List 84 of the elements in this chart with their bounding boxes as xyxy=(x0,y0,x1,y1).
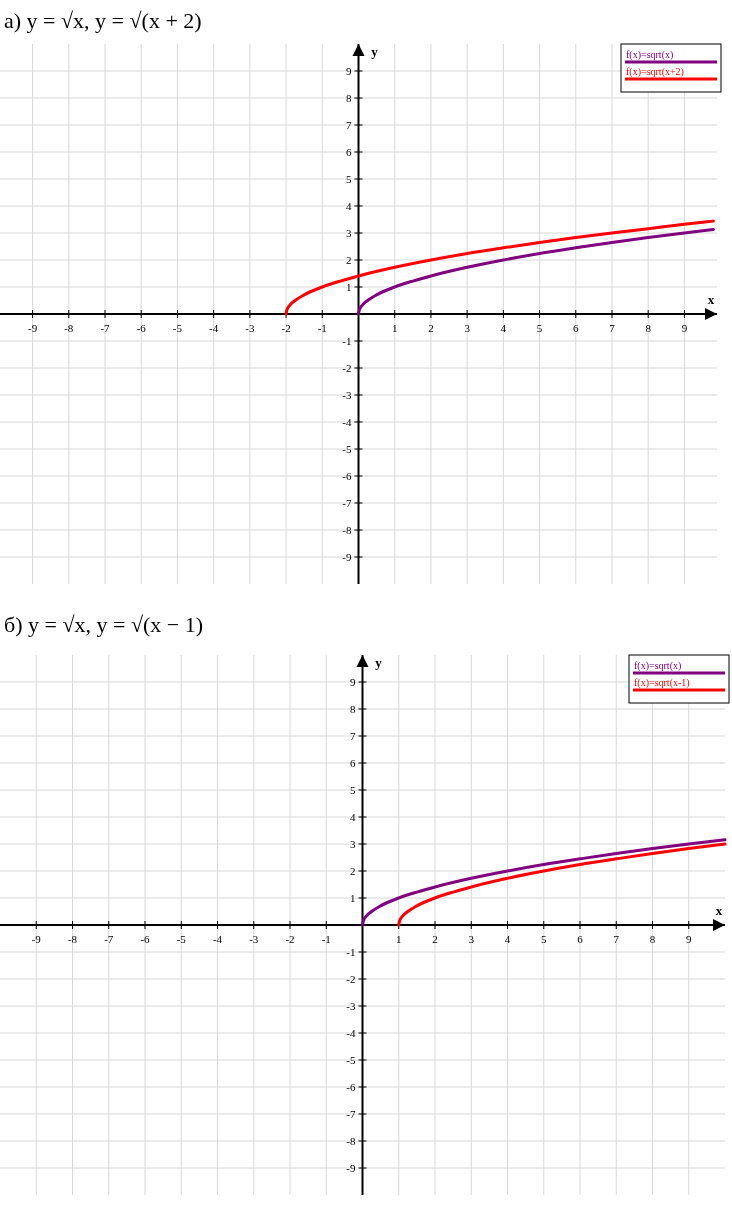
x-tick-label: -5 xyxy=(172,322,183,334)
x-tick-label: -8 xyxy=(67,933,78,945)
y-tick-label: 5 xyxy=(350,784,356,796)
text: f(x)=sqrt(x) xyxy=(626,49,674,61)
x-tick-label: 6 xyxy=(577,933,584,945)
x-tick-label: 8 xyxy=(645,322,652,334)
line-series xyxy=(357,227,715,316)
y-tick-label: 1 xyxy=(346,281,352,293)
y-tick-label: -8 xyxy=(346,1135,356,1147)
y-tick-label: -3 xyxy=(346,1000,356,1012)
x-tick-label: -3 xyxy=(249,933,259,945)
y-tick-label: -6 xyxy=(346,1081,356,1093)
y-tick-label: -4 xyxy=(342,416,352,428)
y-axis-title: y xyxy=(371,44,379,59)
text: f(x)=sqrt(x+2) xyxy=(626,66,684,78)
y-tick-label: -2 xyxy=(346,973,356,985)
y-tick-label: -2 xyxy=(342,362,352,374)
y-tick-label: 9 xyxy=(350,676,356,688)
x-axis-title: x xyxy=(707,292,715,307)
y-tick-label: 3 xyxy=(350,838,356,850)
y-tick-label: 2 xyxy=(350,865,356,877)
text: f(x)=sqrt(x-1) xyxy=(634,677,690,689)
y-tick-label: -5 xyxy=(346,1054,356,1066)
y-tick-label: -6 xyxy=(342,470,352,482)
y-tick-label: 9 xyxy=(346,65,352,77)
text: f(x)=sqrt(x) xyxy=(634,660,682,672)
x-tick-label: 3 xyxy=(468,933,475,945)
y-tick-label: 5 xyxy=(346,173,352,185)
x-tick-label: -8 xyxy=(64,322,74,334)
x-tick-label: 3 xyxy=(464,322,471,334)
y-tick-label: 3 xyxy=(346,227,352,239)
x-tick-label: 8 xyxy=(649,933,656,945)
x-tick-label: 2 xyxy=(432,933,438,945)
chart-title: а) y = √x, y = √(x + 2) xyxy=(4,8,202,33)
x-tick-label: 1 xyxy=(396,933,402,945)
y-tick-label: -1 xyxy=(342,335,352,347)
y-tick-label: -9 xyxy=(342,551,352,563)
y-tick-label: 7 xyxy=(350,730,356,742)
x-tick-label: 1 xyxy=(391,322,398,334)
y-tick-label: -4 xyxy=(346,1027,356,1039)
line-series xyxy=(284,219,715,316)
x-tick-label: -9 xyxy=(31,933,42,945)
x-tick-label: -9 xyxy=(28,322,38,334)
y-tick-label: 7 xyxy=(346,119,352,131)
x-tick-label: 9 xyxy=(686,933,692,945)
x-tick-label: -7 xyxy=(100,322,111,334)
x-tick-label: -2 xyxy=(281,322,291,334)
y-tick-label: 4 xyxy=(350,811,356,823)
x-tick-label: -5 xyxy=(176,933,187,945)
x-tick-label: 9 xyxy=(681,322,688,334)
x-tick-label: -2 xyxy=(285,933,295,945)
y-tick-label: -3 xyxy=(342,389,352,401)
x-tick-label: 7 xyxy=(613,933,620,945)
y-tick-label: -5 xyxy=(342,443,352,455)
y-tick-label: -7 xyxy=(342,497,352,509)
x-tick-label: 5 xyxy=(536,322,543,334)
chart-title: б) y = √x, y = √(x − 1) xyxy=(4,612,204,637)
y-tick-label: -1 xyxy=(346,946,356,958)
x-tick-label: -3 xyxy=(245,322,255,334)
x-tick-label: -1 xyxy=(317,322,327,334)
y-tick-label: 6 xyxy=(346,146,352,158)
x-tick-label: -7 xyxy=(104,933,114,945)
x-tick-label: 4 xyxy=(504,933,511,945)
x-tick-label: -4 xyxy=(209,322,219,334)
x-tick-label: -6 xyxy=(140,933,151,945)
y-tick-label: 6 xyxy=(350,757,356,769)
y-tick-label: -9 xyxy=(346,1162,356,1174)
x-tick-label: 6 xyxy=(573,322,580,334)
x-tick-label: 7 xyxy=(609,322,616,334)
y-tick-label: 2 xyxy=(346,254,352,266)
x-tick-label: -6 xyxy=(136,322,147,334)
y-tick-label: -7 xyxy=(346,1108,356,1120)
x-tick-label: -4 xyxy=(212,933,223,945)
y-axis-title: y xyxy=(375,655,383,670)
x-axis-title: x xyxy=(715,903,723,918)
y-tick-label: 4 xyxy=(346,200,352,212)
x-tick-label: 4 xyxy=(500,322,507,334)
x-tick-label: -1 xyxy=(321,933,331,945)
x-tick-label: 5 xyxy=(541,933,547,945)
y-tick-label: -8 xyxy=(342,524,352,536)
y-tick-label: 8 xyxy=(346,92,352,104)
y-tick-label: 8 xyxy=(350,703,356,715)
x-tick-label: 2 xyxy=(428,322,434,334)
y-tick-label: 1 xyxy=(350,892,356,904)
